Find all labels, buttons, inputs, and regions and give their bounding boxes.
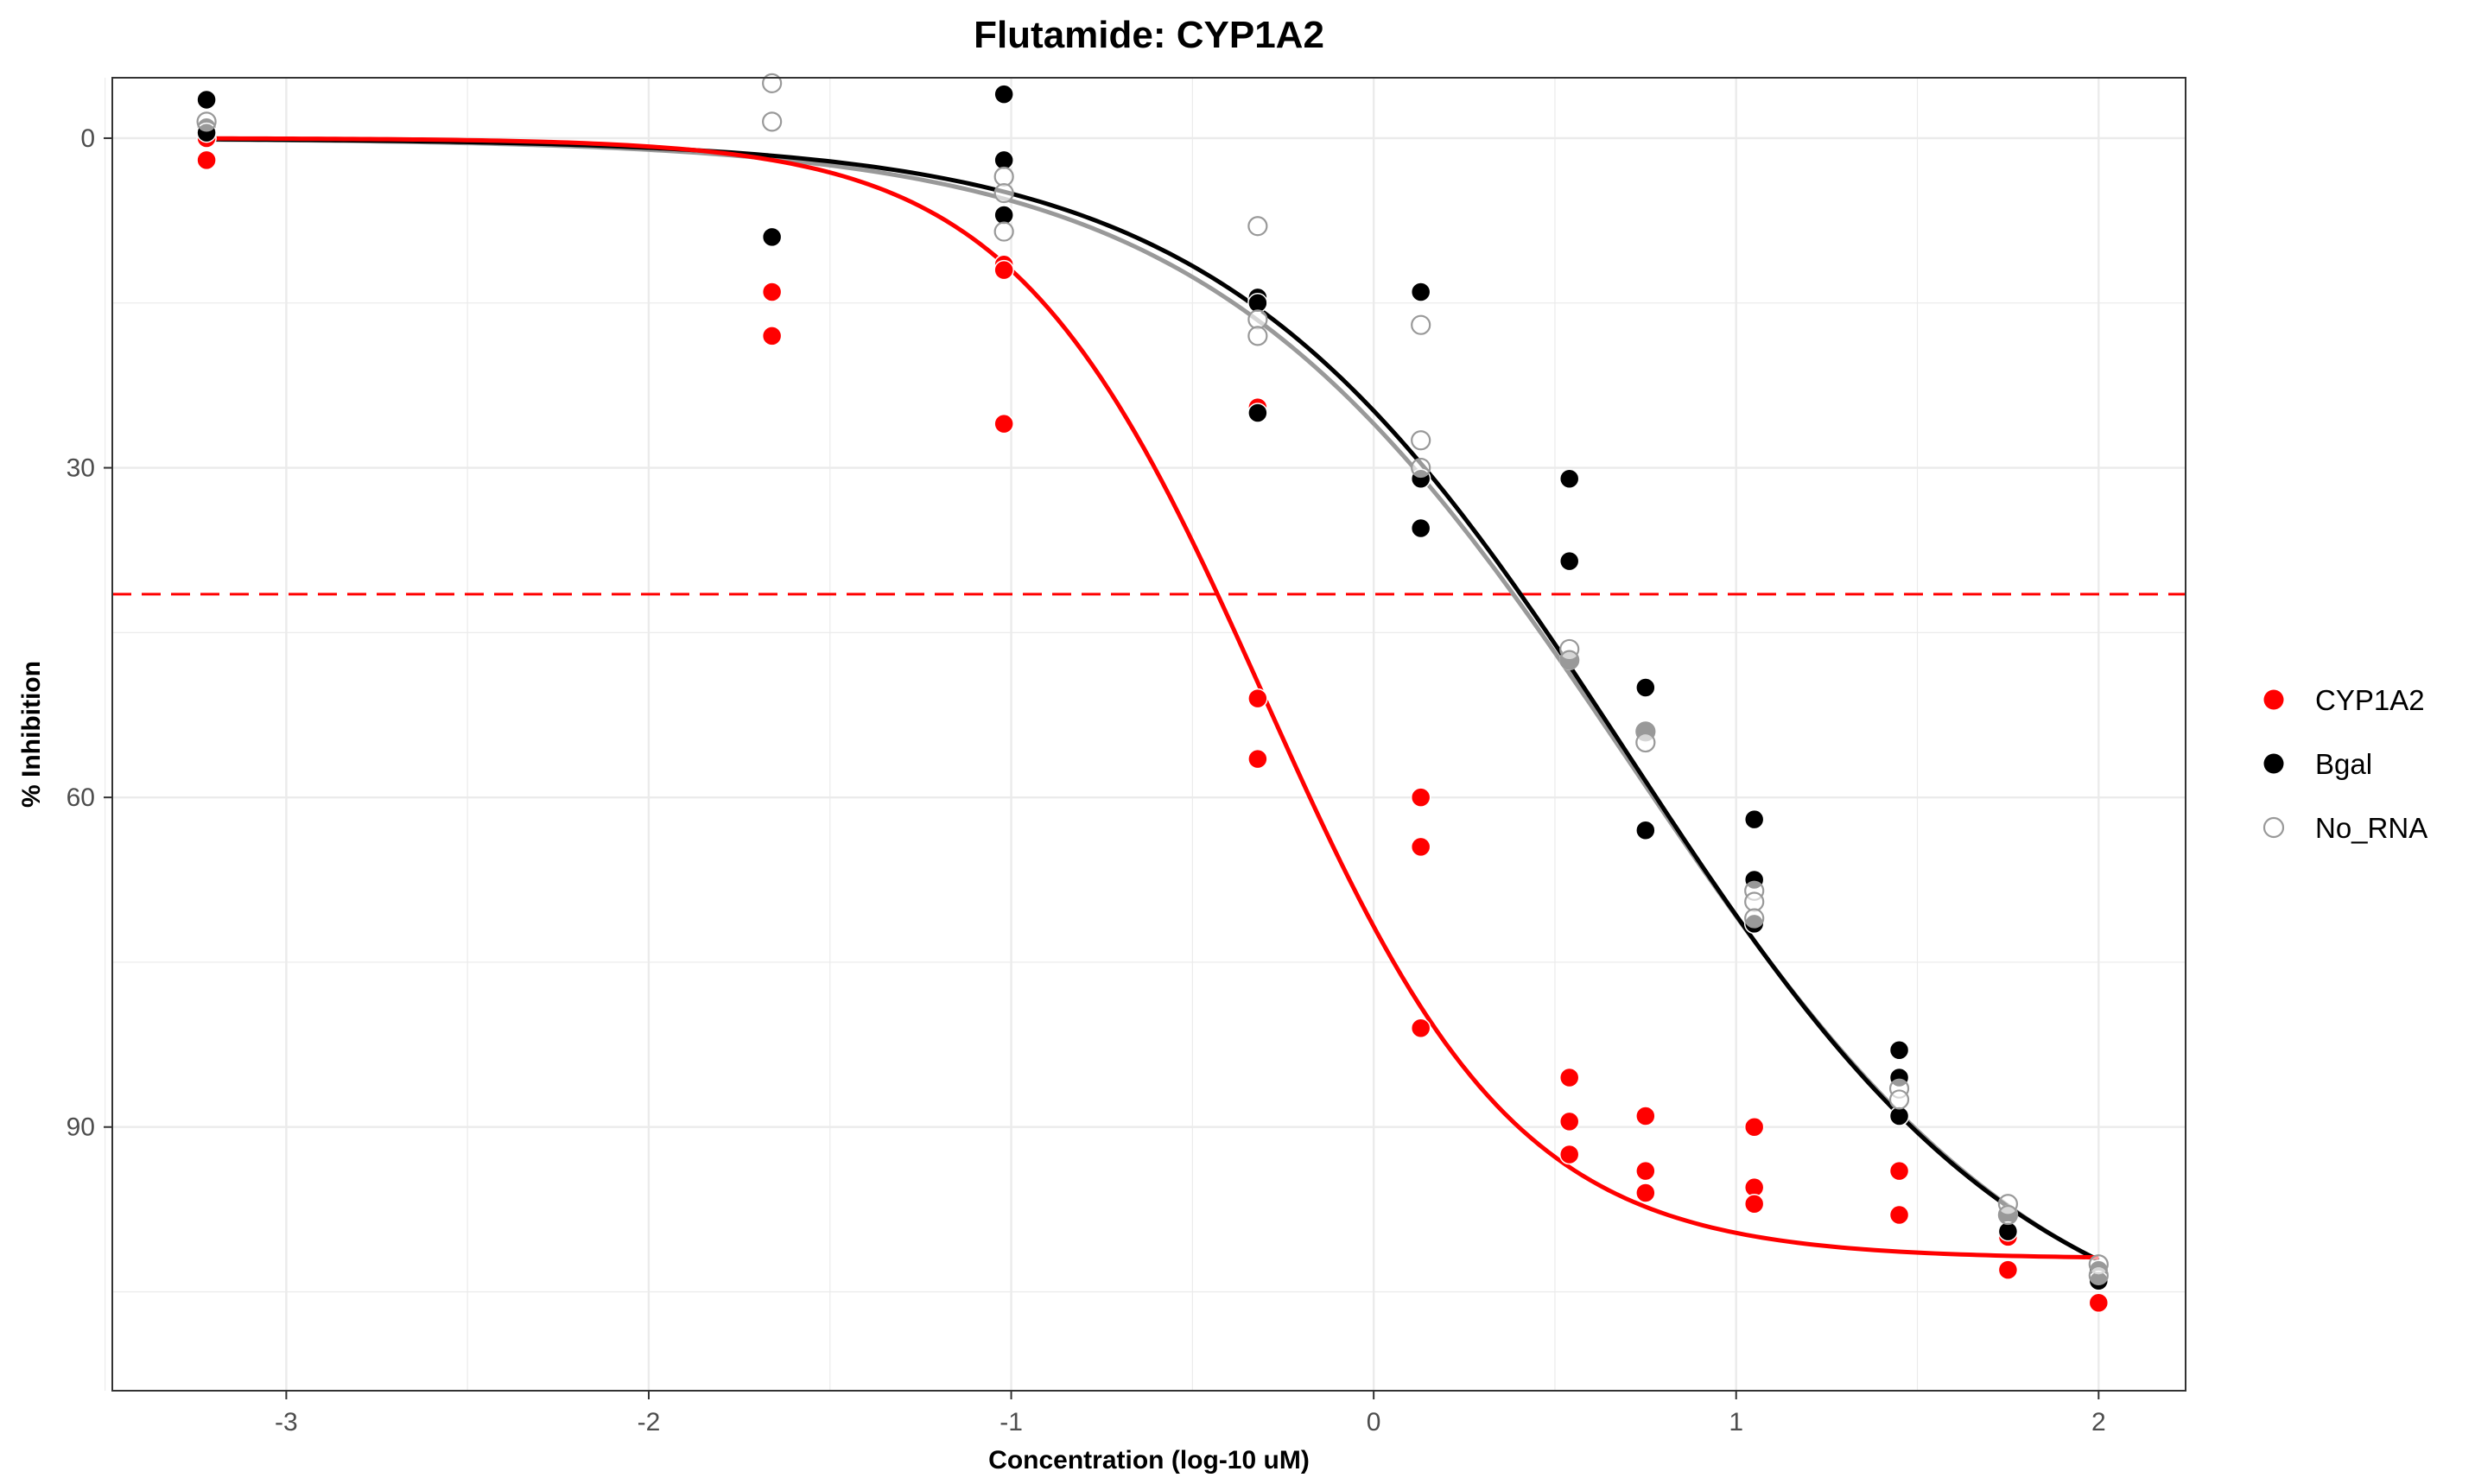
legend-key-cyp1a2 xyxy=(2263,689,2284,710)
data-point-bgal xyxy=(1410,282,1431,302)
data-point-no_rna xyxy=(1559,650,1580,670)
fit-curves xyxy=(206,136,2100,1263)
data-point-cyp1a2 xyxy=(1410,836,1431,858)
legend-label-no_rna: No_RNA xyxy=(2315,812,2427,844)
data-point-no_rna xyxy=(1247,309,1268,330)
plot-panel-border xyxy=(111,77,2186,1392)
data-point-cyp1a2 xyxy=(1888,1160,1910,1182)
x-tick-label: -3 xyxy=(275,1408,298,1436)
data-point-no_rna xyxy=(1997,1204,2019,1226)
data-point-no_rna xyxy=(993,221,1014,242)
x-tick-label: 0 xyxy=(1367,1408,1381,1436)
data-point-cyp1a2 xyxy=(1558,1067,1580,1088)
data-point-no_rna xyxy=(993,182,1014,204)
data-point-cyp1a2 xyxy=(1558,1144,1580,1165)
data-point-cyp1a2 xyxy=(1410,1018,1431,1039)
data-point-bgal xyxy=(1410,517,1431,539)
data-point-cyp1a2 xyxy=(1247,688,1268,709)
data-point-bgal xyxy=(1635,677,1656,698)
x-tick-label: 1 xyxy=(1729,1408,1743,1436)
y-tick-label: 90 xyxy=(67,1113,95,1142)
data-point-cyp1a2 xyxy=(1635,1160,1656,1182)
data-point-no_rna xyxy=(1411,457,1431,479)
data-point-cyp1a2 xyxy=(1635,1183,1656,1203)
data-point-bgal xyxy=(1635,820,1656,841)
fit-curve-cyp1a2 xyxy=(206,136,2099,1260)
data-point-cyp1a2 xyxy=(1247,748,1268,770)
y-tick-label: 0 xyxy=(80,124,95,153)
data-point-cyp1a2 xyxy=(196,149,217,171)
data-point-bgal xyxy=(196,89,217,111)
data-point-cyp1a2 xyxy=(1743,1194,1765,1214)
data-point-cyp1a2 xyxy=(1888,1204,1910,1226)
data-points xyxy=(196,73,2110,1313)
grid-lines xyxy=(105,78,2186,1391)
data-point-cyp1a2 xyxy=(993,259,1014,281)
data-point-no_rna xyxy=(2088,1265,2109,1286)
data-point-no_rna xyxy=(1247,216,1268,237)
data-point-cyp1a2 xyxy=(993,413,1014,434)
legend: CYP1A2 Bgal No_RNA xyxy=(2262,684,2427,844)
data-point-no_rna xyxy=(1744,891,1765,912)
data-point-cyp1a2 xyxy=(1743,1116,1765,1138)
data-point-no_rna xyxy=(1411,430,1431,451)
data-point-cyp1a2 xyxy=(1635,1106,1656,1126)
y-tick-label: 30 xyxy=(67,454,95,483)
legend-key-bgal xyxy=(2263,753,2284,774)
data-point-cyp1a2 xyxy=(2088,1292,2110,1313)
data-point-no_rna xyxy=(196,111,217,132)
x-tick-label: -2 xyxy=(638,1408,661,1436)
data-point-bgal xyxy=(1247,403,1268,423)
data-point-bgal xyxy=(1558,468,1580,490)
y-axis-title: % Inhibition xyxy=(17,661,46,808)
data-point-no_rna xyxy=(762,111,783,132)
data-point-bgal xyxy=(1743,809,1765,830)
x-tick-label: 2 xyxy=(2091,1408,2106,1436)
legend-label-bgal: Bgal xyxy=(2315,748,2372,780)
x-axis-title: Concentration (log-10 uM) xyxy=(988,1446,1310,1474)
data-point-no_rna xyxy=(1411,314,1431,335)
x-axis-ticks: -3 -2 -1 0 1 2 xyxy=(275,1391,2106,1436)
x-tick-label: -1 xyxy=(1000,1408,1023,1436)
data-point-no_rna xyxy=(762,73,783,93)
chart-title: Flutamide: CYP1A2 xyxy=(974,14,1324,56)
y-axis-ticks: 0 30 60 90 xyxy=(67,124,112,1142)
data-point-no_rna xyxy=(1744,908,1765,929)
data-point-cyp1a2 xyxy=(1410,787,1431,808)
legend-label-cyp1a2: CYP1A2 xyxy=(2315,684,2425,716)
data-point-cyp1a2 xyxy=(1558,1111,1580,1132)
data-point-bgal xyxy=(761,226,783,248)
data-point-bgal xyxy=(1558,550,1580,572)
data-point-cyp1a2 xyxy=(761,282,783,302)
data-point-no_rna xyxy=(1247,326,1268,346)
data-point-cyp1a2 xyxy=(1997,1259,2019,1280)
data-point-no_rna xyxy=(1888,1089,1910,1110)
legend-key-no_rna xyxy=(2262,816,2285,839)
y-tick-label: 60 xyxy=(67,783,95,812)
data-point-no_rna xyxy=(993,166,1014,187)
data-point-cyp1a2 xyxy=(761,326,783,346)
data-point-bgal xyxy=(993,84,1014,105)
data-point-no_rna xyxy=(1635,732,1656,753)
data-point-bgal xyxy=(1888,1039,1910,1061)
